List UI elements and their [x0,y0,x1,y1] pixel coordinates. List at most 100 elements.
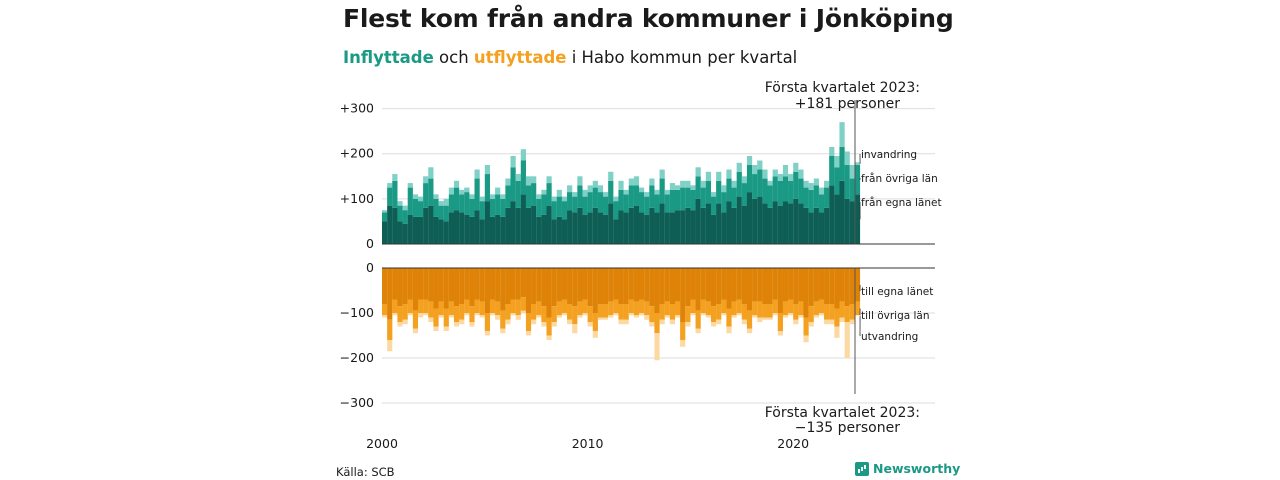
bar-in-segment [716,203,722,244]
bar-out-segment [479,268,485,302]
subtitle-rest: i Habo kommun per kvartal [566,48,798,67]
bar-out-segment [582,268,588,300]
bar-in-segment [798,203,804,244]
bar-out-segment [798,301,804,316]
bar-in-segment [664,189,670,195]
bar-in-segment [705,203,712,244]
bar-in-segment [541,214,547,244]
bar-in-segment [731,207,737,244]
bar-out-segment [721,299,727,313]
bar-out-segment [767,317,773,320]
bar-out-segment [597,268,604,304]
bar-out-segment [793,319,799,325]
bar-in-segment [417,201,424,217]
bar-in-segment [690,185,696,190]
bar-in-segment [561,201,568,220]
bar-in-segment [854,162,861,166]
bar-out-segment [782,301,789,316]
bar-in-segment [561,219,568,244]
bar-in-segment [849,165,855,179]
bar-out-segment [531,268,537,304]
bar-out-segment [818,299,825,313]
bar-out-segment [469,306,475,322]
bar-out-segment [808,322,814,327]
bar-out-segment [685,268,691,307]
bar-in-segment [505,207,511,244]
bar-in-segment [556,216,562,244]
bar-out-segment [669,319,676,325]
bar-in-segment [623,194,629,213]
bar-in-segment [484,174,490,202]
bar-in-segment [510,156,516,168]
bar-in-segment [613,219,619,244]
bar-in-segment [700,180,706,188]
bar-out-segment [664,301,670,316]
bar-out-segment [716,304,722,320]
bar-in-segment [849,178,855,202]
bar-out-segment [464,268,470,300]
bar-out-segment [423,299,429,313]
bar-out-segment [741,319,747,325]
bar-in-segment [721,192,727,213]
bar-out-segment [628,268,634,300]
bar-in-segment [685,187,691,208]
bar-in-segment [762,169,768,179]
bar-in-segment [459,212,465,244]
bar-in-segment [741,176,747,184]
bar-out-segment [541,268,547,307]
bar-in-segment [592,180,598,188]
bar-out-segment [695,310,701,329]
bar-out-segment [423,313,429,316]
bar-out-segment [705,301,712,316]
bar-in-segment [443,221,449,244]
bar-out-segment [592,268,598,313]
bar-out-segment [690,313,696,316]
bar-in-segment [572,196,578,213]
bar-out-segment [428,317,434,322]
x-tick-year: 2010 [572,436,604,451]
bar-out-segment [669,304,676,320]
bar-out-segment [392,313,398,316]
bar-out-segment [757,301,763,318]
bar-in-segment [520,160,526,195]
bar-in-segment [793,162,799,172]
bar-in-segment [541,189,547,195]
bar-in-segment [798,169,804,179]
bar-out-segment [649,306,655,322]
bar-out-segment [597,317,604,320]
bar-out-segment [669,268,676,304]
bar-in-segment [464,214,470,244]
bar-in-segment [757,169,763,197]
bar-out-segment [382,268,388,304]
bar-out-segment [469,268,475,307]
segment-label-in: invandring [861,149,917,161]
bar-in-segment [762,203,768,244]
bar-in-segment [520,149,526,161]
bar-out-segment [387,340,393,352]
bar-out-segment [731,268,737,302]
bar-in-segment [433,194,439,199]
y-tick-bottom: −100 [340,305,374,320]
bar-out-segment [525,313,532,331]
bars-utflyttade [382,268,861,361]
bar-in-segment [505,185,511,208]
newsworthy-brand[interactable]: Newsworthy [855,461,960,476]
bar-out-segment [572,324,578,334]
bar-in-segment [849,201,855,244]
bar-out-segment [623,268,629,304]
bar-in-segment [474,178,480,211]
bar-out-segment [793,304,799,320]
bar-in-segment [757,196,763,244]
segment-label-out: utvandring [861,331,918,343]
bar-out-segment [844,306,850,322]
bar-out-segment [685,306,691,322]
bar-out-segment [639,299,645,313]
bar-out-segment [736,268,742,300]
bar-in-segment [680,187,686,211]
bar-in-segment [818,194,825,213]
bar-in-segment [628,185,634,208]
bar-in-segment [803,207,809,244]
bar-in-segment [818,187,825,195]
bar-in-segment [469,198,475,217]
bar-out-segment [433,326,439,331]
